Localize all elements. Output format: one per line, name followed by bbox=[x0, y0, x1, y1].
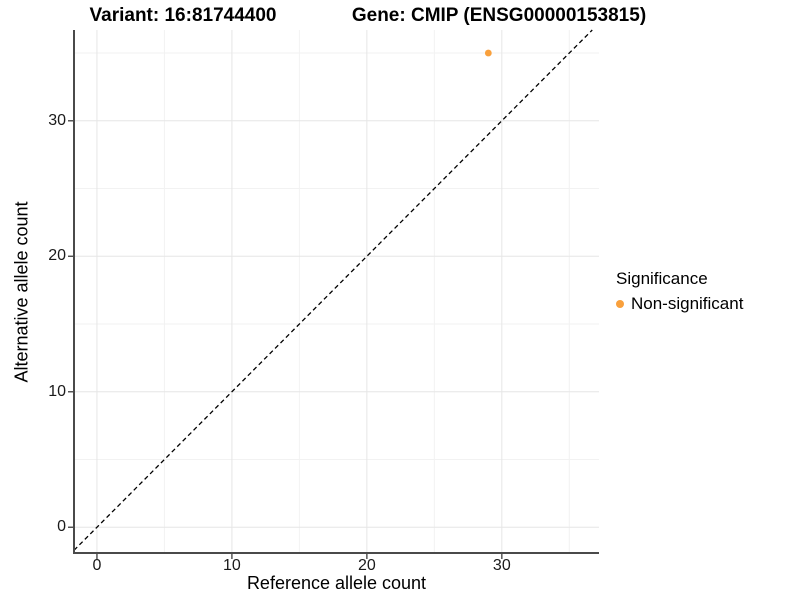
x-axis-label: Reference allele count bbox=[246, 573, 427, 593]
legend-title: Significance bbox=[616, 269, 708, 288]
x-tick-label: 20 bbox=[357, 557, 376, 574]
plot-title-gene: Gene: CMIP (ENSG00000153815) bbox=[351, 5, 647, 26]
x-tick-label: 30 bbox=[492, 557, 511, 574]
legend: Significance Non-significant bbox=[616, 269, 743, 314]
legend-item-label: Non-significant bbox=[631, 294, 744, 313]
legend-item: Non-significant bbox=[616, 294, 743, 314]
legend-point-icon bbox=[616, 300, 624, 308]
y-axis-label: Alternative allele count bbox=[11, 201, 32, 383]
x-tick-label: 10 bbox=[222, 557, 241, 574]
x-tick-label: 0 bbox=[92, 557, 102, 574]
plot-title-variant: Variant: 16:81744400 bbox=[89, 5, 277, 26]
identity-line bbox=[73, 29, 593, 551]
y-tick-label: 30 bbox=[48, 111, 66, 129]
data-point bbox=[484, 49, 492, 57]
y-tick-label: 10 bbox=[48, 382, 66, 400]
y-tick-label: 20 bbox=[48, 247, 66, 265]
y-tick-label: 0 bbox=[57, 518, 66, 536]
